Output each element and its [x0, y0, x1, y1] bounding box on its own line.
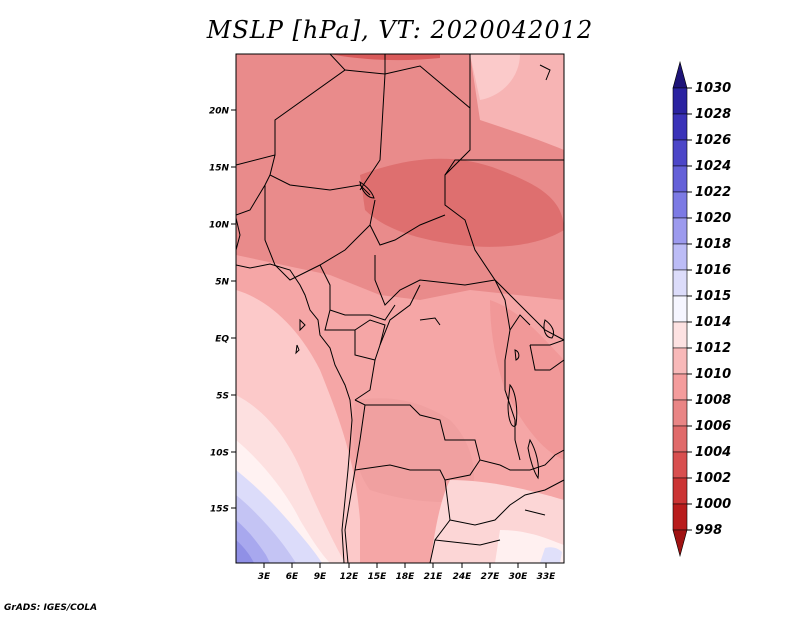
lat-tick-label: 15S: [210, 505, 229, 515]
colorbar: 1030 1028 1026 1024 1022 1020 1018 1016 1015 1014…: [672, 60, 731, 558]
colorbar-segment: [672, 113, 688, 141]
lon-tick-label: 12E: [340, 572, 360, 582]
lakes: [359, 64, 555, 516]
colorbar-segment: [672, 217, 688, 245]
lat-tick-label: 10N: [209, 221, 230, 231]
latitude-axis: 20N 15N 10N 5N EQ 5S 10S 15S: [209, 107, 236, 515]
lon-tick-label: 18E: [396, 572, 416, 582]
grads-credit: GrADS: IGES/COLA: [4, 603, 98, 613]
colorbar-label: 1014: [695, 315, 731, 330]
colorbar-segment: [672, 425, 688, 453]
country-borders: [236, 54, 564, 563]
colorbar-label: 1006: [695, 419, 731, 434]
lon-tick-label: 6E: [286, 572, 299, 582]
colorbar-segment: [672, 399, 688, 427]
lat-tick-label: 20N: [209, 107, 230, 117]
colorbar-label: 1018: [695, 237, 731, 252]
colorbar-label: 1010: [695, 367, 731, 382]
map-frame: [235, 53, 565, 564]
lon-tick-label: 33E: [537, 572, 557, 582]
lat-tick-label: 5S: [216, 392, 229, 402]
lat-tick-label: 5N: [215, 278, 229, 288]
colorbar-segment: [672, 60, 688, 89]
colorbar-segment: [672, 87, 688, 115]
lon-tick-label: 27E: [481, 572, 501, 582]
colorbar-segment: [672, 165, 688, 193]
colorbar-segment: [672, 321, 688, 349]
colorbar-label: 1028: [695, 107, 731, 122]
colorbar-label: 1030: [695, 81, 731, 96]
colorbar-segment: [672, 503, 688, 531]
colorbar-segment: [672, 477, 688, 505]
colorbar-label: 998: [695, 523, 722, 538]
chart-title: MSLP [hPa], VT: 2020042012: [206, 16, 594, 44]
lon-tick-label: 30E: [509, 572, 529, 582]
longitude-axis: 3E 6E 9E 12E 15E 18E 21E 24E 27E 30E 33E: [258, 563, 556, 582]
colorbar-segment: [672, 295, 688, 323]
colorbar-label: 1004: [695, 445, 731, 460]
colorbar-label: 1015: [695, 289, 731, 304]
colorbar-segment: [672, 451, 688, 479]
colorbar-label: 1024: [695, 159, 731, 174]
lon-tick-label: 9E: [314, 572, 327, 582]
colorbar-segment: [672, 347, 688, 375]
colorbar-segment: [672, 139, 688, 167]
colorbar-label: 1022: [695, 185, 731, 200]
pressure-field: [236, 54, 564, 563]
colorbar-label: 1002: [695, 471, 731, 486]
colorbar-segment: [672, 191, 688, 219]
colorbar-label: 1026: [695, 133, 731, 148]
colorbar-segment: [672, 529, 688, 558]
lon-tick-label: 15E: [368, 572, 388, 582]
colorbar-label: 1012: [695, 341, 731, 356]
lon-tick-label: 24E: [453, 572, 473, 582]
colorbar-label: 1000: [695, 497, 731, 512]
colorbar-label: 1016: [695, 263, 731, 278]
colorbar-segment: [672, 373, 688, 401]
lat-tick-label: 10S: [210, 449, 229, 459]
lon-tick-label: 3E: [258, 572, 271, 582]
lat-tick-label: 15N: [209, 164, 230, 174]
colorbar-segment: [672, 269, 688, 297]
colorbar-label: 1020: [695, 211, 731, 226]
lon-tick-label: 21E: [424, 572, 444, 582]
lat-tick-label: EQ: [215, 335, 229, 345]
coastline: [236, 217, 353, 563]
colorbar-label: 1008: [695, 393, 731, 408]
colorbar-segment: [672, 243, 688, 271]
